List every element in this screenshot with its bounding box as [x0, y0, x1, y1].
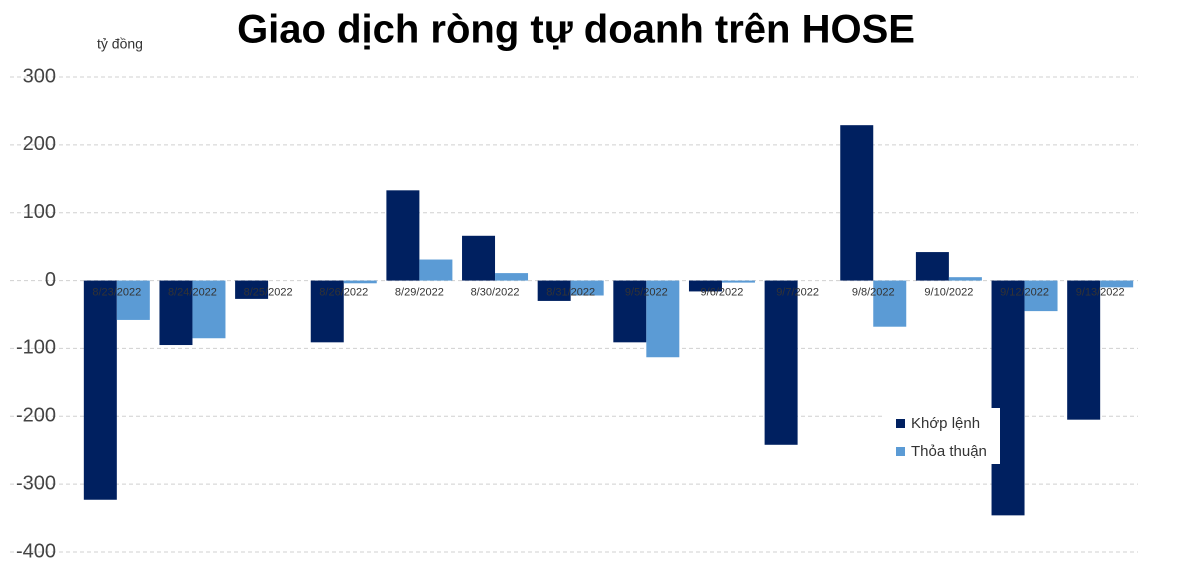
x-tick-label: 9/5/2022 — [625, 286, 668, 298]
y-tick-label: 100 — [23, 201, 56, 223]
bar — [235, 280, 269, 299]
bar — [419, 259, 453, 281]
x-tick-label: 9/6/2022 — [701, 286, 744, 298]
y-tick-label: 300 — [23, 65, 56, 87]
labels: 300 200 100 0 -100 -200 -300 -400 8/23/2022 8/24/… — [16, 65, 1125, 562]
legend: Khớp lệnh Thỏa thuận — [885, 408, 1000, 464]
bar — [343, 280, 377, 284]
y-tick-label: 0 — [45, 269, 56, 291]
legend-label: Khớp lệnh — [911, 415, 980, 432]
y-tick-label: -100 — [16, 337, 56, 359]
bar — [948, 277, 982, 281]
bar — [613, 280, 647, 343]
bars — [83, 125, 1134, 516]
bar — [462, 235, 496, 281]
x-tick-label: 8/24/2022 — [168, 286, 217, 298]
bar — [159, 280, 193, 346]
bar — [192, 280, 226, 339]
bar — [116, 280, 150, 320]
x-tick-label: 8/29/2022 — [395, 286, 444, 298]
x-tick-label: 9/7/2022 — [776, 286, 819, 298]
bar — [537, 280, 571, 301]
x-tick-label: 9/8/2022 — [852, 286, 895, 298]
bar — [1067, 280, 1101, 420]
bar — [646, 280, 680, 358]
bar — [764, 280, 798, 445]
bar — [991, 280, 1025, 516]
y-tick-label: -400 — [16, 540, 56, 562]
x-tick-label: 8/23/2022 — [92, 286, 141, 298]
bar — [1100, 280, 1134, 288]
bar — [310, 280, 344, 343]
y-tick-label: -300 — [16, 472, 56, 494]
bar — [873, 280, 907, 327]
legend-swatch — [896, 447, 905, 456]
y-tick-label: 200 — [23, 133, 56, 155]
chart-title: Giao dịch ròng tự doanh trên HOSE — [237, 8, 915, 52]
bar — [1024, 280, 1058, 312]
legend-label: Thỏa thuận — [911, 443, 987, 460]
bar — [688, 280, 722, 292]
y-tick-label: -200 — [16, 405, 56, 427]
x-tick-label: 8/26/2022 — [319, 286, 368, 298]
bar — [495, 273, 529, 281]
x-tick-label: 8/31/2022 — [546, 286, 595, 298]
x-tick-label: 9/12/2022 — [1000, 286, 1049, 298]
x-tick-label: 8/25/2022 — [244, 286, 293, 298]
bar — [840, 125, 874, 281]
y-unit: tỷ đồng — [97, 36, 143, 52]
legend-swatch — [896, 419, 905, 428]
bar — [915, 252, 949, 281]
bar — [83, 280, 117, 500]
x-tick-label: 9/13/2022 — [1076, 286, 1125, 298]
bar — [721, 280, 755, 283]
x-tick-label: 9/10/2022 — [924, 286, 973, 298]
bar — [386, 190, 420, 281]
bar — [570, 280, 604, 296]
x-tick-label: 8/30/2022 — [471, 286, 520, 298]
